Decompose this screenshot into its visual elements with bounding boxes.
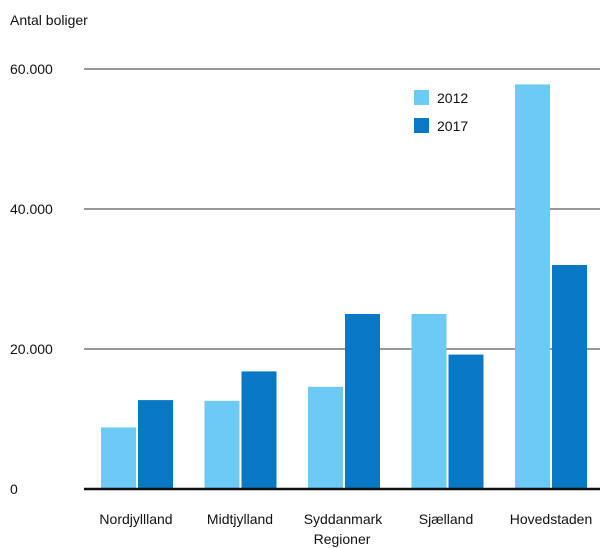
bar-2017-2 xyxy=(345,314,380,489)
x-tick-label: Sjælland xyxy=(419,511,473,527)
y-tick-label: 40.000 xyxy=(10,201,53,217)
legend-swatch xyxy=(414,90,429,105)
bar-2017-3 xyxy=(448,354,484,489)
bar-2017-0 xyxy=(138,400,173,489)
bars xyxy=(101,84,587,490)
y-tick-label: 60.000 xyxy=(10,61,53,77)
y-axis-title: Antal boliger xyxy=(10,12,88,28)
y-tick-label: 20.000 xyxy=(10,341,53,357)
bar-2017-1 xyxy=(241,371,277,489)
legend: 2012 2017 xyxy=(414,90,468,134)
x-tick-label: Syddanmark xyxy=(304,511,384,527)
bar-2012-3 xyxy=(411,314,447,489)
x-tick-label: Nordjyllland xyxy=(99,511,172,527)
legend-label: 2017 xyxy=(437,118,468,134)
bar-2012-0 xyxy=(101,427,136,489)
bar-2017-4 xyxy=(552,265,587,489)
x-tick-label: Hovedstaden xyxy=(510,511,593,527)
bar-2012-1 xyxy=(204,400,240,489)
gridlines xyxy=(84,68,600,350)
bar-2012-4 xyxy=(515,84,550,490)
x-axis-title: Regioner xyxy=(314,531,371,547)
legend-swatch xyxy=(414,118,429,133)
y-tick-label: 0 xyxy=(10,481,18,497)
y-tick-labels: 0 20.000 40.000 60.000 xyxy=(10,61,53,497)
x-tick-label: Midtjylland xyxy=(207,511,273,527)
x-tick-labels: Nordjyllland Midtjylland Syddanmark Sjællan… xyxy=(99,511,592,527)
bar-2012-2 xyxy=(308,386,343,489)
legend-label: 2012 xyxy=(437,90,468,106)
